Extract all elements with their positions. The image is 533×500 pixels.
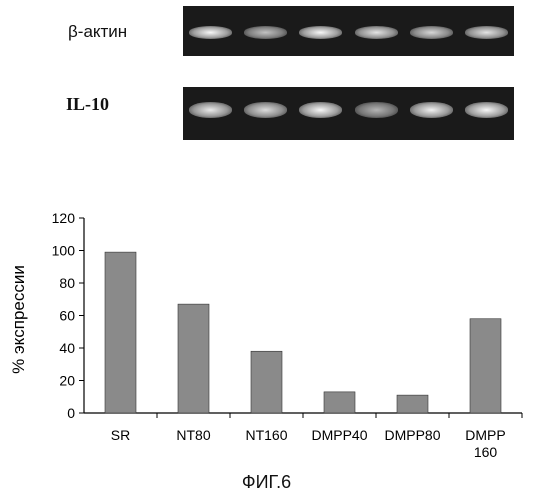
- gel-band: [410, 26, 453, 39]
- y-tick-label: 100: [52, 243, 76, 259]
- actin-row-label: β-актин: [68, 22, 127, 42]
- x-tick-label: SR: [111, 427, 130, 443]
- il10-row-label: IL-10: [66, 94, 109, 115]
- figure-caption: ФИГ.6: [0, 472, 533, 493]
- gel-band: [189, 26, 232, 39]
- x-tick-label: DMPP80: [384, 427, 440, 443]
- bar: [397, 395, 428, 413]
- x-tick-label: 160: [474, 444, 498, 460]
- y-tick-label: 40: [59, 340, 75, 356]
- bar: [251, 351, 282, 413]
- y-tick-label: 80: [59, 275, 75, 291]
- y-tick-label: 20: [59, 373, 75, 389]
- x-tick-label: DMPP: [465, 427, 505, 443]
- bar: [178, 304, 209, 413]
- gel-band: [465, 102, 508, 118]
- gel-band: [244, 102, 287, 118]
- gel-band: [189, 102, 232, 118]
- x-tick-label: DMPP40: [311, 427, 367, 443]
- gel-band: [244, 26, 287, 39]
- y-tick-label: 120: [52, 210, 76, 226]
- bar: [324, 392, 355, 413]
- actin-gel-image: [183, 6, 514, 56]
- il10-gel-image: [183, 87, 514, 140]
- gel-band: [410, 102, 453, 118]
- gel-band: [299, 102, 342, 118]
- x-tick-label: NT80: [176, 427, 210, 443]
- bar: [105, 252, 136, 413]
- y-tick-label: 0: [67, 405, 75, 421]
- y-axis-title: % экспрессии: [9, 265, 28, 374]
- expression-bar-chart: 0 20 40 60 80 100 120 % экспрессии SR NT80 NT160 DM…: [0, 150, 533, 470]
- bar: [470, 319, 501, 413]
- x-tick-label: NT160: [245, 427, 287, 443]
- gel-band: [465, 26, 508, 39]
- gel-band: [355, 102, 398, 118]
- gel-band: [355, 26, 398, 39]
- gel-band: [299, 26, 342, 39]
- y-tick-label: 60: [59, 308, 75, 324]
